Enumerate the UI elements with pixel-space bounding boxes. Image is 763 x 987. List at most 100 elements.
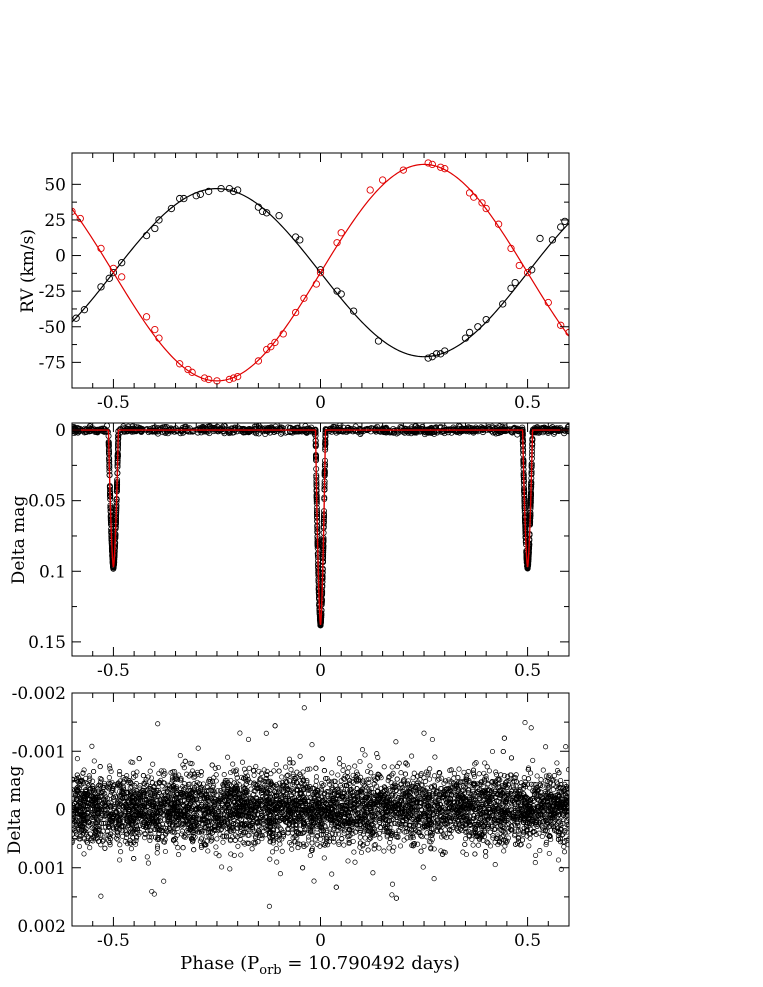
- lightcurve-point: [538, 425, 545, 432]
- lightcurve-point: [189, 428, 196, 435]
- residual-point: [178, 776, 184, 782]
- x-tick-label: 0: [315, 661, 326, 681]
- primary-rv-point: [72, 314, 80, 322]
- primary-rv-point: [337, 290, 345, 298]
- residual-point: [501, 773, 507, 779]
- residual-point: [151, 787, 157, 793]
- residual-point: [174, 825, 180, 831]
- lightcurve-point: [493, 426, 500, 433]
- y-tick-label: 0.15: [28, 633, 66, 653]
- residual-point: [335, 772, 341, 778]
- lightcurve-point: [298, 428, 305, 435]
- lightcurve-point: [246, 425, 253, 432]
- residual-point: [189, 761, 195, 767]
- primary-rv-point: [499, 300, 507, 308]
- y-tick-label: 50: [44, 175, 66, 195]
- residual-point: [410, 775, 416, 781]
- secondary-rv-point: [465, 189, 474, 197]
- lightcurve-point: [179, 427, 186, 434]
- lightcurve-point: [542, 426, 549, 433]
- residual-point: [177, 753, 183, 759]
- lightcurve-point: [302, 428, 309, 435]
- residual-point: [133, 841, 139, 847]
- residual-point: [486, 768, 492, 774]
- residual-point: [339, 796, 345, 802]
- residual-point: [279, 795, 285, 801]
- residual-point: [87, 775, 93, 781]
- lightcurve-point: [127, 427, 134, 434]
- primary-rv-point: [80, 306, 89, 314]
- residual-point: [307, 786, 313, 792]
- y-tick-label: -25: [39, 282, 66, 302]
- residual-point: [367, 763, 373, 769]
- residual-point: [469, 836, 475, 842]
- residual-point: [155, 835, 161, 841]
- primary-rv-point: [548, 236, 557, 244]
- residual-point: [561, 844, 567, 850]
- residual-point: [211, 791, 217, 797]
- secondary-rv-point: [523, 268, 532, 277]
- secondary-rv-point: [366, 186, 374, 194]
- y-tick-label: -50: [39, 318, 66, 338]
- residual-point: [191, 775, 197, 781]
- residual-point: [128, 846, 134, 852]
- residuals-plot-area: [72, 705, 569, 909]
- residual-point: [101, 820, 107, 826]
- residual-point: [543, 744, 549, 750]
- residual-point: [371, 842, 377, 848]
- residual-point: [403, 760, 409, 767]
- residual-point: [432, 754, 438, 760]
- residual-point: [417, 787, 423, 793]
- residual-point: [559, 812, 566, 818]
- residual-point: [306, 786, 312, 792]
- residual-point: [82, 807, 88, 813]
- residual-point: [95, 783, 101, 789]
- residual-point: [117, 842, 123, 848]
- residual-point: [273, 761, 279, 768]
- residual-point: [277, 841, 283, 847]
- primary-rv-point: [234, 186, 242, 194]
- primary-rv-point: [229, 187, 238, 196]
- secondary-rv-point: [470, 193, 478, 201]
- residual-point: [211, 775, 217, 781]
- residual-point: [213, 850, 219, 857]
- secondary-rv-point: [97, 244, 105, 253]
- residual-point: [182, 832, 188, 838]
- primary-rv-point: [536, 234, 544, 243]
- residual-point: [261, 825, 267, 831]
- secondary-rv-point: [337, 229, 345, 237]
- residual-point: [550, 787, 556, 793]
- primary-rv-point: [482, 315, 490, 324]
- residual-point: [548, 836, 554, 843]
- lightcurve-point: [204, 425, 211, 432]
- residual-point: [345, 858, 351, 864]
- residual-point: [235, 843, 241, 849]
- residual-point: [165, 796, 171, 802]
- residual-point: [527, 835, 533, 841]
- lightcurve-point: [440, 427, 447, 434]
- residual-point: [198, 772, 204, 779]
- residual-point: [336, 841, 342, 847]
- residual-point: [456, 766, 462, 772]
- residual-point: [213, 772, 219, 778]
- primary-rv-point: [263, 209, 271, 217]
- residual-point: [155, 721, 161, 727]
- residual-point: [108, 768, 114, 775]
- residual-point: [421, 775, 427, 781]
- lightcurve-point: [148, 428, 155, 435]
- primary-rv-point: [275, 212, 283, 220]
- residual-point: [147, 837, 153, 843]
- lightcurve-point: [352, 423, 359, 430]
- residual-point: [442, 849, 448, 856]
- residual-point: [202, 792, 208, 798]
- residual-point: [565, 842, 569, 848]
- residual-point: [376, 830, 382, 836]
- primary-rv-point: [97, 283, 105, 291]
- residual-point: [563, 744, 569, 750]
- residual-point: [279, 848, 285, 854]
- residual-point: [442, 827, 448, 833]
- residual-point: [98, 893, 104, 899]
- lightcurve-point: [360, 428, 367, 435]
